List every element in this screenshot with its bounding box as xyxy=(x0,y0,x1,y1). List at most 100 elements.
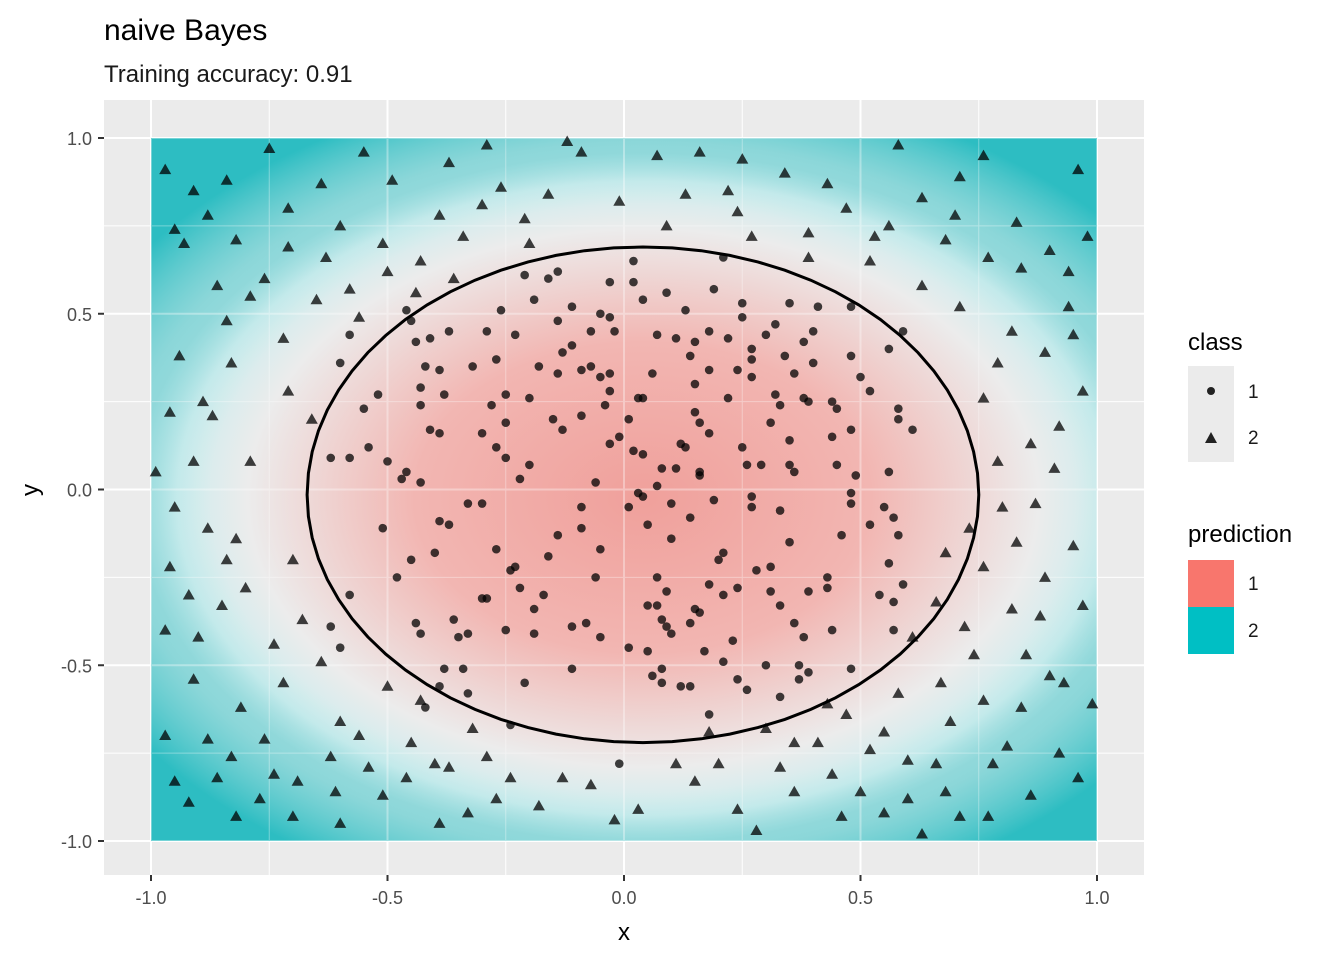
class-1-point xyxy=(652,481,662,491)
class-2-point xyxy=(376,237,389,248)
class-1-point xyxy=(624,502,634,512)
class-2-point xyxy=(1062,265,1075,277)
class-1-point xyxy=(435,365,444,375)
class-2-point xyxy=(480,750,493,762)
class-1-point xyxy=(496,305,506,315)
class-1-point xyxy=(827,432,837,442)
class-2-point xyxy=(414,255,427,266)
legend-class-2-triangle-icon xyxy=(1205,432,1217,443)
class-1-point xyxy=(884,467,894,477)
class-1-point xyxy=(785,537,794,547)
class-1-point xyxy=(690,407,700,417)
class-1-point xyxy=(737,312,747,322)
class-1-point xyxy=(808,327,818,336)
class-1-point xyxy=(695,467,704,477)
class-2-point xyxy=(1053,747,1066,758)
class-2-point xyxy=(277,676,290,688)
class-2-point xyxy=(324,750,337,762)
class-1-point xyxy=(586,362,596,371)
class-2-point xyxy=(225,750,238,762)
class-2-point xyxy=(1067,328,1080,340)
class-2-point xyxy=(731,205,744,217)
class-1-point xyxy=(586,327,596,336)
class-2-point xyxy=(187,455,200,466)
class-1-point xyxy=(510,562,520,572)
class-1-point xyxy=(577,523,586,533)
class-2-point xyxy=(381,265,394,277)
class-1-point xyxy=(723,393,733,403)
class-1-point xyxy=(804,587,813,596)
class-1-point xyxy=(789,369,799,378)
class-1-point xyxy=(742,460,752,470)
class-2-point xyxy=(1043,244,1056,255)
class-2-point xyxy=(1076,385,1089,396)
class-1-point xyxy=(539,590,548,600)
class-1-point xyxy=(785,298,794,308)
class-2-point xyxy=(840,708,853,719)
class-2-point xyxy=(192,631,205,642)
class-1-point xyxy=(544,551,553,561)
class-2-point xyxy=(447,272,460,284)
class-2-point xyxy=(556,771,569,783)
class-1-point xyxy=(577,365,586,375)
class-2-point xyxy=(778,167,791,178)
class-1-point xyxy=(671,464,681,473)
class-2-point xyxy=(461,806,474,818)
class-2-point xyxy=(211,771,224,783)
class-2-point xyxy=(230,233,243,245)
class-1-point xyxy=(439,390,449,399)
class-1-point xyxy=(652,601,662,610)
class-2-point xyxy=(197,395,209,407)
decision-boundary xyxy=(305,245,981,745)
x-axis-tick-labels: -1.0 -0.5 0.0 0.5 1.0 xyxy=(135,888,1109,908)
class-1-point xyxy=(648,671,657,681)
class-1-point xyxy=(813,302,823,312)
class-2-point xyxy=(722,184,735,196)
class-2-point xyxy=(149,465,162,477)
class-2-point xyxy=(958,620,971,632)
class-1-point xyxy=(406,316,416,326)
class-1-point xyxy=(463,689,473,698)
class-1-point xyxy=(364,443,373,452)
class-2-point xyxy=(949,209,962,220)
class-2-point xyxy=(268,768,280,779)
class-2-point xyxy=(409,286,422,298)
class-2-point xyxy=(953,170,966,182)
class-1-point xyxy=(397,474,406,484)
class-1-point xyxy=(491,443,501,452)
legend-class-key-background xyxy=(1188,366,1234,462)
class-1-point xyxy=(463,629,473,638)
class-2-point xyxy=(201,522,214,533)
class-2-point xyxy=(504,771,517,783)
class-1-point xyxy=(690,379,700,389)
class-2-point xyxy=(480,139,493,150)
class-1-point xyxy=(425,334,435,343)
class-2-point xyxy=(688,775,701,786)
class-2-point xyxy=(182,589,195,600)
class-1-point xyxy=(761,330,771,340)
class-1-point xyxy=(406,555,416,565)
class-2-point xyxy=(1086,697,1099,709)
class-1-point xyxy=(775,601,785,610)
class-1-point xyxy=(529,604,539,614)
class-2-point xyxy=(788,785,801,797)
class-1-point xyxy=(643,646,652,656)
class-1-point xyxy=(709,284,719,294)
class-1-point xyxy=(761,660,771,670)
class-1-point xyxy=(733,365,742,375)
y-axis-title: y xyxy=(17,484,44,496)
class-1-point xyxy=(610,327,619,336)
class-1-point xyxy=(624,643,634,652)
class-2-point xyxy=(282,385,295,396)
class-2-point xyxy=(201,209,214,220)
class-1-point xyxy=(633,488,643,498)
class-1-point xyxy=(454,632,463,642)
class-1-point xyxy=(458,664,468,674)
class-2-point xyxy=(201,733,214,744)
class-2-point xyxy=(220,314,233,326)
y-axis-ticks xyxy=(98,137,104,842)
class-1-point xyxy=(662,288,671,297)
class-1-point xyxy=(449,615,459,624)
class-1-point xyxy=(567,664,577,674)
